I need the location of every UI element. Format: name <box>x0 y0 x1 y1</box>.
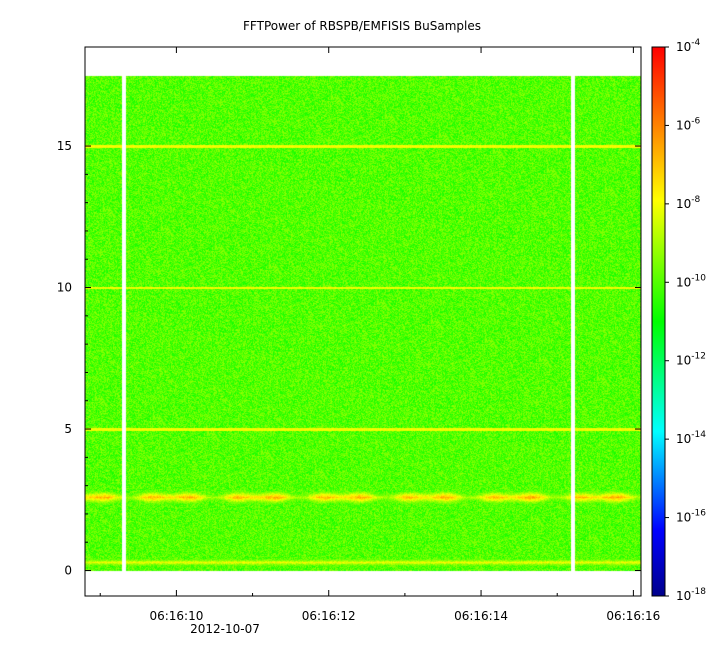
colorbar-tick-label: 10-6 <box>676 116 701 132</box>
colorbar-tick-label: 10-4 <box>676 38 701 54</box>
colorbar-gradient <box>651 46 666 597</box>
x-tick-label: 06:16:12 <box>302 609 356 623</box>
y-tick-label: 10 <box>57 281 72 295</box>
colorbar-tick-label: 10-12 <box>676 352 706 368</box>
x-date-label: 2012-10-07 <box>190 622 260 636</box>
chart-title: FFTPower of RBSPB/EMFISIS BuSamples <box>243 19 481 33</box>
colorbar-tick-label: 10-16 <box>676 509 706 525</box>
colorbar: 10-18 10-16 10-14 10-12 10-10 10-8 10-6 10-4 <box>651 38 706 603</box>
colorbar-tick-label: 10-18 <box>676 587 706 603</box>
y-axis: 0 5 10 15 <box>57 139 641 578</box>
x-tick-label: 06:16:10 <box>149 609 203 623</box>
colorbar-ticks: 10-18 10-16 10-14 10-12 10-10 10-8 10-6 10-4 <box>665 38 706 603</box>
colorbar-tick-label: 10-8 <box>676 195 701 211</box>
colorbar-tick-label: 10-10 <box>676 273 706 289</box>
x-tick-label: 06:16:14 <box>454 609 508 623</box>
y-tick-label: 5 <box>64 422 72 436</box>
y-tick-label: 15 <box>57 139 72 153</box>
y-tick-label: 0 <box>64 564 72 578</box>
x-axis: 06:16:10 06:16:12 06:16:14 06:16:16 <box>99 47 660 623</box>
x-tick-label: 06:16:16 <box>606 609 660 623</box>
plot-frame <box>84 46 642 597</box>
spectrogram-heatmap <box>85 47 641 596</box>
plot-area <box>84 46 642 597</box>
colorbar-tick-label: 10-14 <box>676 430 706 446</box>
